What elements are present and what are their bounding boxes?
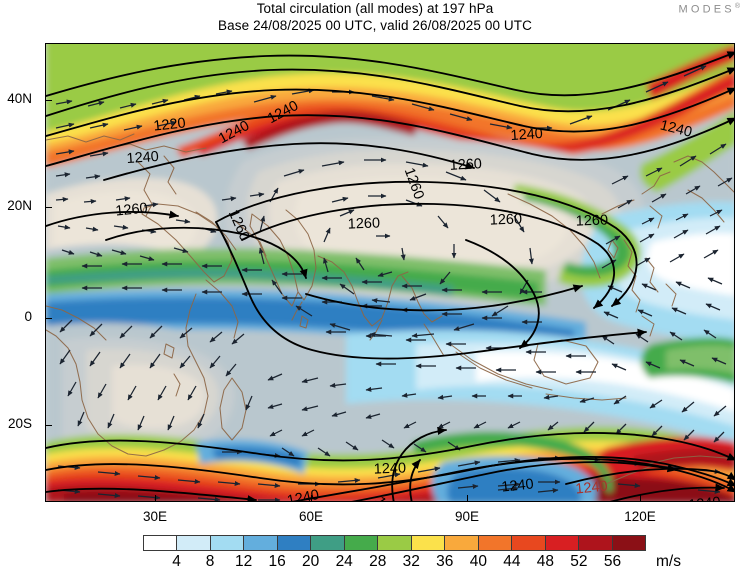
colorbar-cell-11 bbox=[512, 536, 546, 550]
colorbar-tick-44: 44 bbox=[503, 553, 521, 570]
coastlines-layer bbox=[46, 133, 734, 485]
page-title: Total circulation (all modes) at 197 hPa bbox=[256, 1, 494, 16]
colorbar-tick-24: 24 bbox=[335, 553, 353, 570]
colorbar-tick-20: 20 bbox=[302, 553, 320, 570]
colorbar-cell-10 bbox=[478, 536, 513, 550]
svg-text:1240: 1240 bbox=[510, 126, 543, 144]
svg-text:1240: 1240 bbox=[126, 149, 159, 167]
colorbar-tick-32: 32 bbox=[402, 553, 420, 570]
svg-text:1240: 1240 bbox=[373, 460, 406, 477]
colorbar-tick-56: 56 bbox=[603, 553, 622, 570]
colorbar-cell-12 bbox=[545, 536, 580, 550]
colorbar-tick-52: 52 bbox=[570, 553, 588, 570]
wind-vectors-layer bbox=[55, 65, 733, 501]
ytick-label-40n: 40N bbox=[7, 91, 32, 106]
svg-text:1240: 1240 bbox=[501, 476, 535, 495]
ytick-mark-20s bbox=[45, 425, 52, 427]
colorbar-cell-5 bbox=[311, 536, 345, 550]
colorbar-cell-6 bbox=[344, 536, 379, 550]
streamlines-layer bbox=[46, 51, 734, 501]
modes-logo: MODES® bbox=[678, 3, 740, 16]
colorbar-cell-2 bbox=[210, 536, 245, 550]
xtick-label-90e: 90E bbox=[454, 509, 480, 524]
colorbar-cell-8 bbox=[411, 536, 446, 550]
map-svg: 1220 1240 1240 1240 1260 1260 1260 1260 … bbox=[46, 44, 734, 501]
colorbar-cell-0 bbox=[144, 536, 178, 550]
svg-text:1220: 1220 bbox=[371, 494, 402, 501]
map-canvas: 1220 1240 1240 1240 1260 1260 1260 1260 … bbox=[46, 44, 734, 501]
colorbar-cell-1 bbox=[177, 536, 211, 550]
svg-text:1260: 1260 bbox=[347, 215, 380, 232]
xtick-label-60e: 60E bbox=[298, 509, 324, 524]
colorbar-tick-40: 40 bbox=[469, 553, 487, 570]
svg-text:1260: 1260 bbox=[575, 212, 608, 229]
colorbar bbox=[143, 535, 646, 551]
svg-text:1240: 1240 bbox=[688, 494, 722, 501]
svg-text:1260: 1260 bbox=[115, 200, 149, 219]
colorbar-tick-48: 48 bbox=[536, 553, 555, 570]
colorbar-cell-9 bbox=[445, 536, 479, 550]
chart-title-block: Total circulation (all modes) at 197 hPa… bbox=[0, 1, 750, 34]
colorbar-tick-16: 16 bbox=[268, 553, 286, 570]
xtick-mark-60e bbox=[311, 495, 313, 502]
colorbar-tick-12: 12 bbox=[234, 553, 253, 570]
ytick-mark-0 bbox=[45, 318, 52, 320]
colorbar-cell-3 bbox=[244, 536, 278, 550]
registered-mark-icon: ® bbox=[734, 3, 740, 10]
xtick-label-30e: 30E bbox=[142, 509, 168, 524]
xtick-mark-90e bbox=[467, 495, 469, 502]
xtick-mark-30e bbox=[155, 495, 157, 502]
ytick-label-20n: 20N bbox=[7, 198, 32, 213]
modes-logo-text: MODES bbox=[678, 3, 735, 16]
svg-text:1240: 1240 bbox=[658, 117, 693, 140]
svg-text:1240: 1240 bbox=[575, 478, 609, 497]
svg-text:1260: 1260 bbox=[489, 211, 522, 228]
ytick-label-0: 0 bbox=[24, 309, 32, 324]
ytick-mark-20n bbox=[45, 207, 52, 209]
colorbar-units-label: m/s bbox=[656, 553, 681, 570]
ytick-label-20s: 20S bbox=[7, 416, 32, 431]
colorbar-tick-8: 8 bbox=[205, 553, 215, 570]
colorbar-cell-14 bbox=[612, 536, 646, 550]
svg-text:1260: 1260 bbox=[449, 156, 482, 174]
xtick-label-120e: 120E bbox=[624, 509, 656, 524]
colorbar-tick-28: 28 bbox=[369, 553, 387, 570]
colorbar-cell-7 bbox=[378, 536, 412, 550]
chart-subtitle: Base 24/08/2025 00 UTC, valid 26/08/2025… bbox=[218, 17, 532, 33]
colorbar-tick-4: 4 bbox=[172, 553, 181, 570]
svg-text:1220: 1220 bbox=[153, 115, 187, 134]
ytick-mark-40n bbox=[45, 100, 52, 102]
map-plot-area: 1220 1240 1240 1240 1260 1260 1260 1260 … bbox=[45, 43, 735, 502]
colorbar-cell-4 bbox=[277, 536, 312, 550]
colorbar-cell-13 bbox=[579, 536, 613, 550]
colorbar-tick-36: 36 bbox=[436, 553, 454, 570]
xtick-mark-120e bbox=[640, 495, 642, 502]
